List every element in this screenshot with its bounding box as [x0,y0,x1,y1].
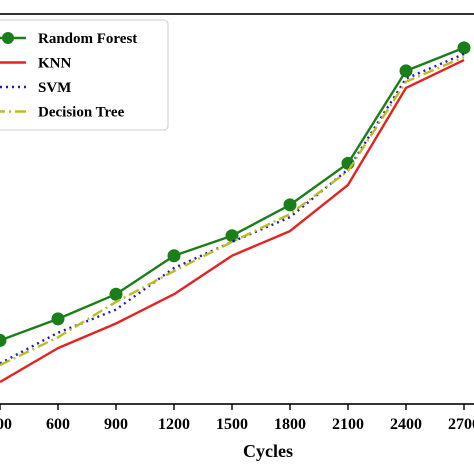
data-point [457,41,471,55]
x-tick-label: 900 [104,416,128,433]
data-point [399,64,413,78]
legend-entry: Decision Tree [0,105,125,121]
data-point [109,287,123,301]
legend-entry: SVM [0,80,71,96]
x-axis-ticks: 300 600 900 1200 1500 1800 2100 2400 2700 [0,404,474,433]
x-tick-label: 2100 [332,416,364,433]
series-line [0,55,465,367]
legend-label: Random Forest [38,31,137,47]
legend-label: KNN [38,56,72,72]
plot-frame [0,13,474,405]
x-tick-label: 1800 [274,416,306,433]
series-decision-tree [0,55,465,367]
x-tick-label: 600 [46,416,70,433]
x-tick-label: 300 [0,416,12,433]
x-axis-title: Cycles [243,441,293,461]
x-tick-label: 1500 [216,416,248,433]
legend-label: SVM [38,80,71,96]
x-tick-label: 1200 [158,416,190,433]
series-group [0,41,471,384]
data-point [283,198,297,212]
series-line [0,59,465,384]
legend-label: Decision Tree [38,105,125,121]
x-tick-label: 2700 [448,416,474,433]
legend-entry: KNN [0,56,72,72]
legend-entry: Random Forest [0,31,137,47]
legend-box [0,19,169,131]
data-point [0,333,7,347]
legend: Random Forest KNN SVM Decision Tree [0,19,169,131]
plot-area-border [0,13,474,405]
x-tick-label: 2400 [390,416,422,433]
series-knn [0,59,465,384]
data-point [51,312,65,326]
data-point [167,249,181,263]
series-random-forest [0,41,471,347]
legend-marker [2,32,14,44]
